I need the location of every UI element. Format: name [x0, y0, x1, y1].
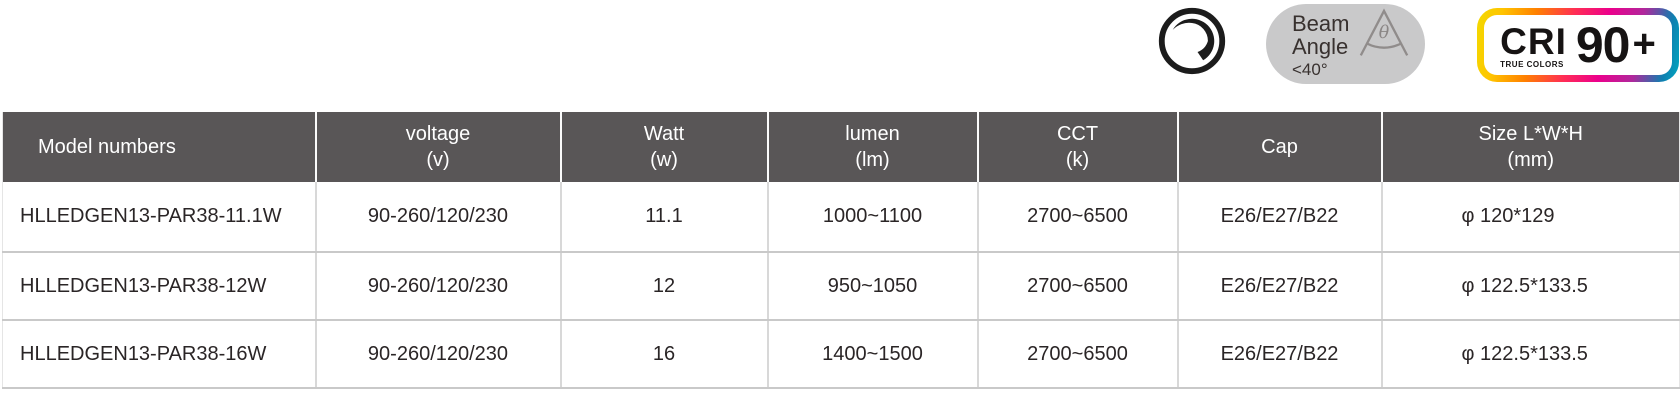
cri-subtext: TRUE COLORS	[1500, 60, 1564, 69]
dimmable-icon	[1158, 7, 1226, 75]
cell-model: HLLEDGEN13-PAR38-16W	[2, 320, 316, 389]
cell-lumen: 1400~1500	[766, 320, 978, 389]
cri-plus-sign: +	[1632, 21, 1656, 66]
beam-angle-value: <40°	[1292, 60, 1328, 79]
cri-label: CRI	[1500, 21, 1567, 62]
cell-size: φ 122.5*133.5	[1380, 252, 1680, 321]
col-header-cct: CCT (k)	[976, 112, 1178, 182]
cell-voltage: 90-260/120/230	[314, 320, 561, 389]
cell-cct: 2700~6500	[976, 252, 1178, 321]
cell-cap: E26/E27/B22	[1176, 320, 1382, 389]
header-row: Model numbers voltage (v) Watt (w) lumen (l…	[2, 112, 1680, 182]
cell-cap: E26/E27/B22	[1176, 182, 1382, 253]
col-header-watt: Watt (w)	[559, 112, 768, 182]
cell-size: φ 122.5*133.5	[1380, 320, 1680, 389]
spec-table: Model numbers voltage (v) Watt (w) lumen (l…	[2, 112, 1680, 389]
table-row: HLLEDGEN13-PAR38-11.1W 90-260/120/230 11…	[2, 182, 1680, 253]
cell-watt: 12	[559, 252, 768, 321]
col-header-cap: Cap	[1176, 112, 1382, 182]
cell-cap: E26/E27/B22	[1176, 252, 1382, 321]
table-row: HLLEDGEN13-PAR38-12W 90-260/120/230 12 9…	[2, 252, 1680, 321]
table-row: HLLEDGEN13-PAR38-16W 90-260/120/230 16 1…	[2, 320, 1680, 389]
cell-size: φ 120*129	[1380, 182, 1680, 253]
beam-angle-badge: Beam Angle <40° θ	[1266, 4, 1425, 84]
col-header-voltage: voltage (v)	[314, 112, 561, 182]
cell-voltage: 90-260/120/230	[314, 252, 561, 321]
cell-voltage: 90-260/120/230	[314, 182, 561, 253]
beam-angle-label: Beam Angle <40°	[1292, 11, 1350, 79]
cell-lumen: 950~1050	[766, 252, 978, 321]
col-header-size: Size L*W*H (mm)	[1380, 112, 1680, 182]
beam-angle-icon: θ	[1359, 8, 1409, 56]
cri-value: 90 +	[1575, 17, 1656, 73]
theta-symbol: θ	[1379, 23, 1390, 43]
col-header-model-numbers: Model numbers	[2, 112, 316, 182]
cell-cct: 2700~6500	[976, 182, 1178, 253]
cell-watt: 11.1	[559, 182, 768, 253]
cri-badge: CRI TRUE COLORS 90 +	[1477, 8, 1679, 82]
cell-lumen: 1000~1100	[766, 182, 978, 253]
col-header-lumen: lumen (lm)	[766, 112, 978, 182]
cell-cct: 2700~6500	[976, 320, 1178, 389]
cell-model: HLLEDGEN13-PAR38-11.1W	[2, 182, 316, 253]
cell-watt: 16	[559, 320, 768, 389]
cell-model: HLLEDGEN13-PAR38-12W	[2, 252, 316, 321]
